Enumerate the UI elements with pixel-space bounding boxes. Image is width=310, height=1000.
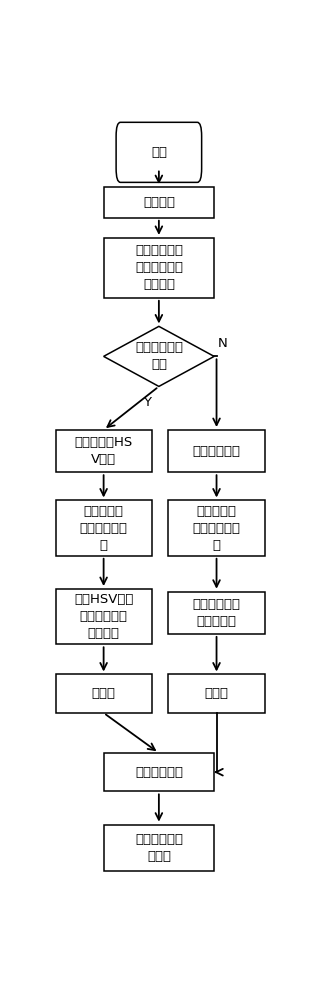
Text: 仪表定位，
分割出表盘区
域: 仪表定位， 分割出表盘区 域 <box>80 505 128 552</box>
Text: 获取图片: 获取图片 <box>143 196 175 209</box>
Text: 对待测仪表区
进行粗定位和
精确定位: 对待测仪表区 进行粗定位和 精确定位 <box>135 244 183 291</box>
FancyBboxPatch shape <box>116 122 202 182</box>
Bar <box>104 825 214 871</box>
Text: 开始: 开始 <box>151 146 167 159</box>
Bar <box>169 674 265 713</box>
Bar <box>104 187 214 218</box>
Text: 闭运算: 闭运算 <box>92 687 116 700</box>
Bar <box>169 430 265 472</box>
Bar <box>55 589 152 644</box>
Polygon shape <box>104 326 214 386</box>
Text: 提取指针轮廓: 提取指针轮廓 <box>135 766 183 779</box>
Text: 将图片灰度化: 将图片灰度化 <box>193 445 241 458</box>
Text: 计算指针旋向
及读数: 计算指针旋向 及读数 <box>135 833 183 863</box>
Text: 开运算: 开运算 <box>205 687 228 700</box>
Bar <box>55 430 152 472</box>
Bar <box>169 592 265 634</box>
Bar <box>104 238 214 298</box>
Text: 直方图均衡化
、高斯滤波: 直方图均衡化 、高斯滤波 <box>193 598 241 628</box>
Text: 是否为红色指
针？: 是否为红色指 针？ <box>135 341 183 371</box>
Text: 利用HSV的颜
色连续性提取
红色区域: 利用HSV的颜 色连续性提取 红色区域 <box>74 593 133 640</box>
Text: 仪表定位，
分割出表盘区
域: 仪表定位， 分割出表盘区 域 <box>193 505 241 552</box>
Bar <box>55 674 152 713</box>
Bar <box>169 500 265 556</box>
Text: 将图片转到HS
V格式: 将图片转到HS V格式 <box>74 436 133 466</box>
Text: Y: Y <box>143 396 151 409</box>
Bar <box>55 500 152 556</box>
Bar <box>104 753 214 791</box>
Text: N: N <box>218 337 228 350</box>
